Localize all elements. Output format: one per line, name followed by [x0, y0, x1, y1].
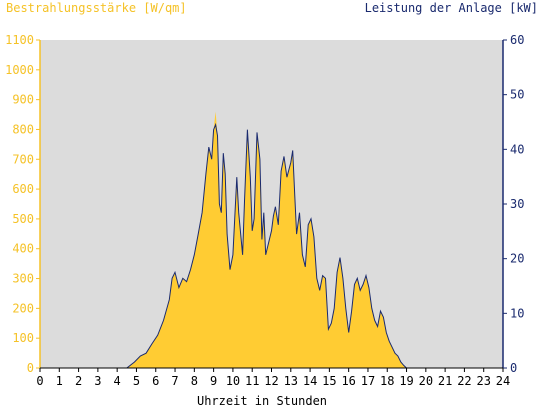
left-tick-label: 200: [12, 301, 34, 315]
right-tick-label: 30: [510, 197, 524, 211]
right-tick-label: 50: [510, 88, 524, 102]
x-tick-label: 12: [264, 374, 278, 388]
x-tick-label: 10: [226, 374, 240, 388]
left-tick-label: 600: [12, 182, 34, 196]
x-tick-label: 24: [496, 374, 510, 388]
x-tick-label: 20: [419, 374, 433, 388]
left-axis-title: Bestrahlungsstärke [W/qm]: [6, 1, 187, 15]
x-tick-label: 8: [191, 374, 198, 388]
x-tick-label: 4: [114, 374, 121, 388]
right-tick-label: 60: [510, 33, 524, 47]
right-tick-label: 0: [510, 361, 517, 375]
irradiance-area: [40, 111, 503, 368]
right-axis-ticks: 0 10 20 30 40 50 60: [503, 33, 524, 375]
left-tick-label: 900: [12, 93, 34, 107]
left-tick-label: 1000: [5, 63, 34, 77]
x-tick-label: 19: [399, 374, 413, 388]
left-tick-label: 700: [12, 152, 34, 166]
right-tick-label: 20: [510, 252, 524, 266]
x-tick-label: 15: [322, 374, 336, 388]
x-tick-label: 3: [94, 374, 101, 388]
x-tick-label: 9: [210, 374, 217, 388]
x-tick-label: 14: [303, 374, 317, 388]
left-tick-label: 400: [12, 242, 34, 256]
left-axis-ticks: 0 100 200 300 400 500 600 700 800 900 1000 1100: [5, 33, 40, 375]
left-tick-label: 0: [27, 361, 34, 375]
x-tick-label: 23: [476, 374, 490, 388]
left-tick-label: 1100: [5, 33, 34, 47]
right-tick-label: 40: [510, 142, 524, 156]
x-tick-label: 21: [438, 374, 452, 388]
left-tick-label: 500: [12, 212, 34, 226]
x-tick-label: 22: [457, 374, 471, 388]
x-tick-label: 6: [152, 374, 159, 388]
x-tick-label: 1: [56, 374, 63, 388]
x-axis-ticks: 0 1 2 3 4 5 6 7 8 9 10 11 12 13 14 15 16 17 18 19 20 21 22 23 24: [36, 368, 510, 388]
x-tick-label: 7: [171, 374, 178, 388]
x-tick-label: 0: [36, 374, 43, 388]
x-tick-label: 13: [284, 374, 298, 388]
left-tick-label: 100: [12, 331, 34, 345]
x-tick-label: 11: [245, 374, 259, 388]
x-tick-label: 5: [133, 374, 140, 388]
power-line: [40, 122, 503, 369]
x-tick-label: 17: [361, 374, 375, 388]
x-tick-label: 2: [75, 374, 82, 388]
x-tick-label: 18: [380, 374, 394, 388]
left-tick-label: 300: [12, 272, 34, 286]
right-tick-label: 10: [510, 306, 524, 320]
x-axis-label: Uhrzeit in Stunden: [197, 394, 327, 408]
x-tick-label: 16: [341, 374, 355, 388]
right-axis-title: Leistung der Anlage [kW]: [365, 1, 538, 15]
left-tick-label: 800: [12, 122, 34, 136]
